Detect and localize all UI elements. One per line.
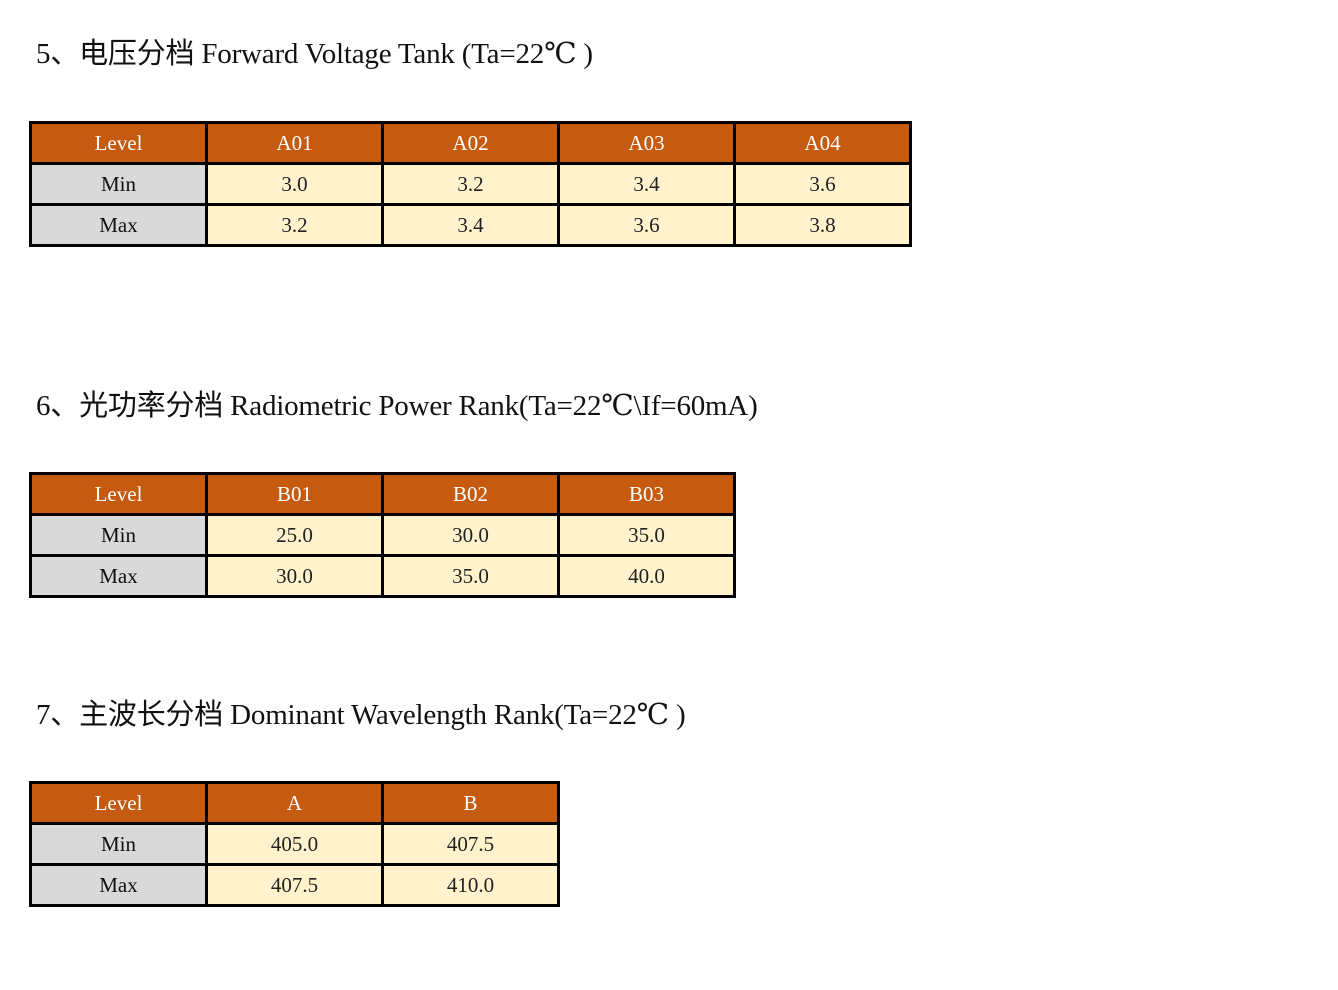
table-row-max: Max 30.0 35.0 40.0 xyxy=(29,554,736,598)
value-cell: 40.0 xyxy=(557,554,736,598)
value-cell: 407.5 xyxy=(381,822,560,866)
value-cell: 25.0 xyxy=(205,513,384,557)
row-label-max: Max xyxy=(29,863,208,907)
value-cell: 3.6 xyxy=(733,162,912,206)
header-cell-a01: A01 xyxy=(205,121,384,165)
row-label-max: Max xyxy=(29,554,208,598)
header-cell-b03: B03 xyxy=(557,472,736,516)
radiometric-power-section-title: 6、光功率分档 Radiometric Power Rank(Ta=22℃\If… xyxy=(36,390,758,422)
header-cell-a04: A04 xyxy=(733,121,912,165)
value-cell: 3.2 xyxy=(381,162,560,206)
value-cell: 35.0 xyxy=(557,513,736,557)
row-label-min: Min xyxy=(29,822,208,866)
forward-voltage-section-title: 5、电压分档 Forward Voltage Tank (Ta=22℃ ) xyxy=(36,38,593,70)
dominant-wavelength-table: Level A B Min 405.0 407.5 Max 407.5 410.… xyxy=(29,781,560,907)
header-cell-b01: B01 xyxy=(205,472,384,516)
header-cell-level: Level xyxy=(29,121,208,165)
value-cell: 35.0 xyxy=(381,554,560,598)
value-cell: 3.4 xyxy=(557,162,736,206)
value-cell: 30.0 xyxy=(381,513,560,557)
forward-voltage-table: Level A01 A02 A03 A04 Min 3.0 3.2 3.4 3.… xyxy=(29,121,912,247)
dominant-wavelength-section-title: 7、主波长分档 Dominant Wavelength Rank(Ta=22℃ … xyxy=(36,699,686,731)
radiometric-power-table: Level B01 B02 B03 Min 25.0 30.0 35.0 Max… xyxy=(29,472,736,598)
table-header-row: Level A01 A02 A03 A04 xyxy=(29,121,912,165)
value-cell: 410.0 xyxy=(381,863,560,907)
header-cell-level: Level xyxy=(29,472,208,516)
row-label-min: Min xyxy=(29,162,208,206)
value-cell: 30.0 xyxy=(205,554,384,598)
value-cell: 3.0 xyxy=(205,162,384,206)
value-cell: 407.5 xyxy=(205,863,384,907)
value-cell: 3.4 xyxy=(381,203,560,247)
value-cell: 3.6 xyxy=(557,203,736,247)
value-cell: 3.2 xyxy=(205,203,384,247)
header-cell-b02: B02 xyxy=(381,472,560,516)
header-cell-a02: A02 xyxy=(381,121,560,165)
table-header-row: Level B01 B02 B03 xyxy=(29,472,736,516)
header-cell-b: B xyxy=(381,781,560,825)
header-cell-a03: A03 xyxy=(557,121,736,165)
value-cell: 405.0 xyxy=(205,822,384,866)
table-row-min: Min 25.0 30.0 35.0 xyxy=(29,513,736,557)
table-row-min: Min 3.0 3.2 3.4 3.6 xyxy=(29,162,912,206)
table-header-row: Level A B xyxy=(29,781,560,825)
value-cell: 3.8 xyxy=(733,203,912,247)
row-label-min: Min xyxy=(29,513,208,557)
header-cell-a: A xyxy=(205,781,384,825)
row-label-max: Max xyxy=(29,203,208,247)
table-row-max: Max 407.5 410.0 xyxy=(29,863,560,907)
table-row-min: Min 405.0 407.5 xyxy=(29,822,560,866)
table-row-max: Max 3.2 3.4 3.6 3.8 xyxy=(29,203,912,247)
header-cell-level: Level xyxy=(29,781,208,825)
